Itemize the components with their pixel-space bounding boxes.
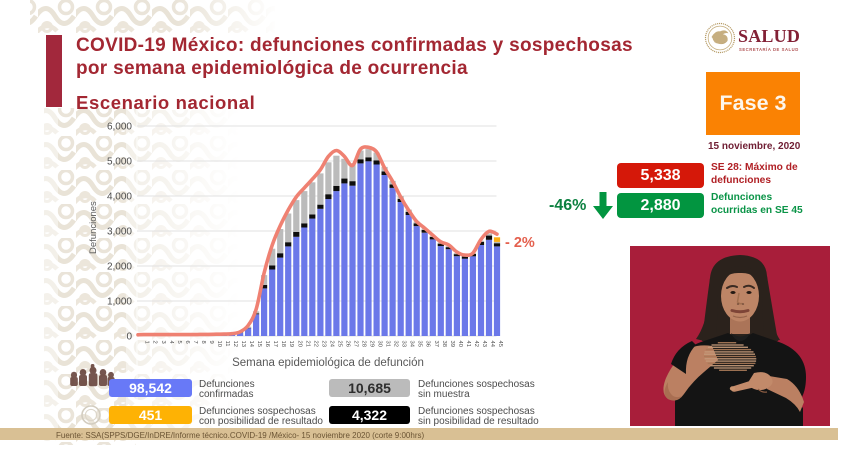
svg-text:42: 42: [473, 341, 479, 347]
svg-text:35: 35: [417, 341, 423, 347]
svg-text:44: 44: [489, 341, 495, 348]
svg-text:12: 12: [232, 341, 238, 347]
svg-text:5,000: 5,000: [107, 157, 132, 168]
svg-text:17: 17: [272, 341, 278, 347]
svg-text:43: 43: [481, 341, 487, 347]
svg-text:34: 34: [409, 341, 415, 348]
svg-text:5: 5: [176, 341, 182, 344]
svg-text:26: 26: [344, 341, 350, 347]
svg-text:41: 41: [465, 341, 471, 347]
svg-text:24: 24: [328, 341, 334, 348]
svg-text:15: 15: [256, 341, 262, 347]
svg-text:37: 37: [433, 341, 439, 347]
svg-text:33: 33: [401, 341, 407, 347]
svg-text:28: 28: [361, 341, 367, 347]
svg-text:9: 9: [208, 341, 214, 344]
svg-text:18: 18: [280, 341, 286, 347]
svg-text:38: 38: [441, 341, 447, 347]
svg-text:29: 29: [369, 341, 375, 347]
svg-text:1,000: 1,000: [107, 297, 132, 308]
svg-text:6,000: 6,000: [107, 122, 132, 133]
svg-text:39: 39: [449, 341, 455, 347]
svg-text:- 2%: - 2%: [505, 235, 535, 251]
svg-text:8: 8: [200, 341, 206, 344]
svg-text:21: 21: [304, 341, 310, 347]
svg-text:45: 45: [497, 341, 503, 347]
svg-text:3: 3: [160, 341, 166, 344]
svg-text:2,000: 2,000: [107, 262, 132, 273]
svg-text:0: 0: [126, 332, 132, 343]
svg-text:6: 6: [184, 341, 190, 344]
svg-text:4: 4: [168, 341, 174, 345]
svg-text:4,000: 4,000: [107, 192, 132, 203]
svg-text:22: 22: [312, 341, 318, 347]
svg-text:32: 32: [393, 341, 399, 347]
svg-text:19: 19: [288, 341, 294, 347]
svg-text:3,000: 3,000: [107, 227, 132, 238]
svg-text:27: 27: [353, 341, 359, 347]
svg-text:36: 36: [425, 341, 431, 347]
svg-text:1: 1: [144, 341, 150, 344]
svg-text:Defunciones: Defunciones: [88, 201, 99, 254]
svg-text:31: 31: [385, 341, 391, 347]
svg-text:16: 16: [264, 341, 270, 347]
svg-text:30: 30: [377, 341, 383, 347]
svg-text:23: 23: [320, 341, 326, 347]
svg-text:7: 7: [192, 341, 198, 344]
svg-text:14: 14: [248, 341, 254, 348]
svg-text:11: 11: [224, 341, 230, 347]
svg-text:10: 10: [216, 341, 222, 347]
svg-text:40: 40: [457, 341, 463, 347]
svg-text:Semana epidemiológica de defun: Semana epidemiológica de defunción: [232, 357, 424, 369]
svg-text:20: 20: [296, 341, 302, 347]
svg-text:25: 25: [336, 341, 342, 347]
svg-text:2: 2: [152, 341, 158, 344]
svg-text:13: 13: [240, 341, 246, 347]
